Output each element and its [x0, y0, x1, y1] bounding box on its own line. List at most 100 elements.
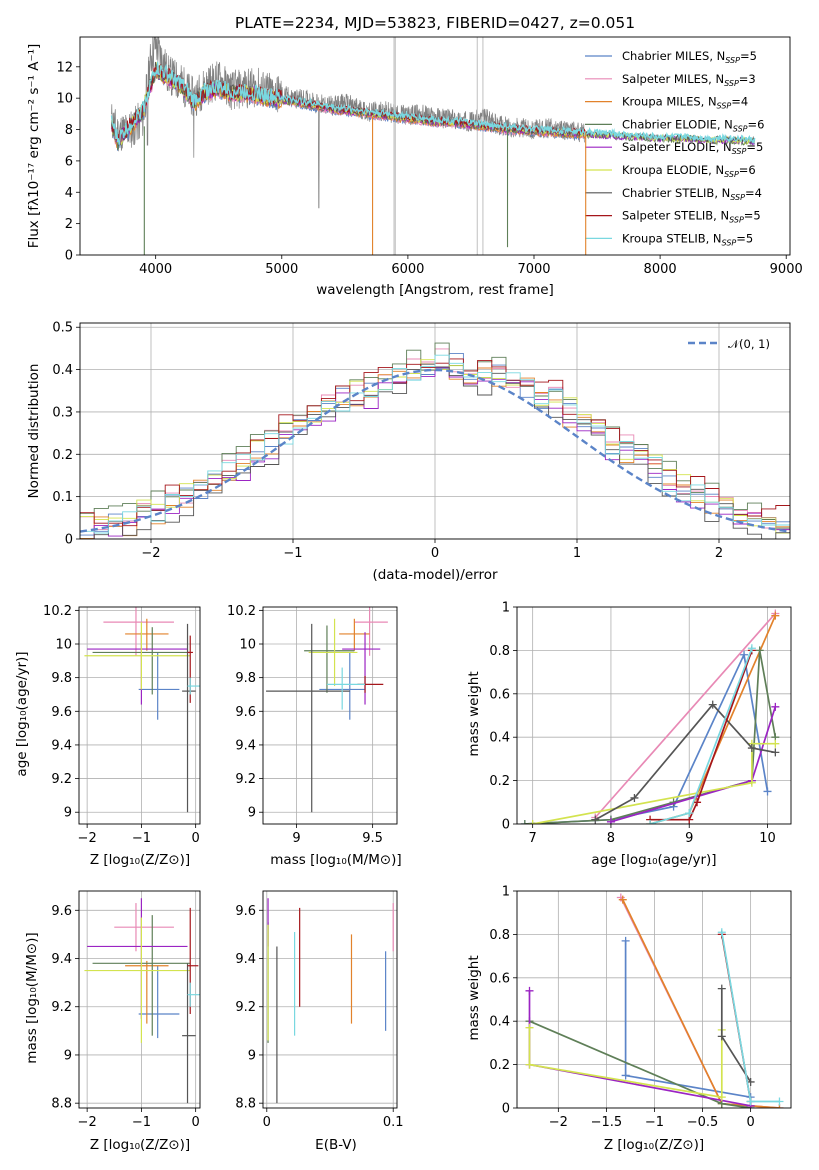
- mass-weight-marker: [747, 778, 756, 787]
- mass-weight-marker: [606, 817, 615, 824]
- mass-weight-marker: [693, 798, 702, 807]
- y-tick-label: 0.4: [52, 363, 73, 378]
- y-tick-label: 0.2: [52, 448, 73, 463]
- x-tick-label: −2: [78, 1115, 97, 1130]
- mass-weight-marker: [775, 1097, 784, 1106]
- weight-vs-age-x-label: age [log₁₀(age/yr)]: [591, 852, 716, 868]
- mass-weight-marker: [708, 700, 717, 709]
- weight-vs-z-ticks: −2 −1.5 −1 −0.5 0 0 0.2 0.4 0.6 0.8 1: [489, 885, 754, 1131]
- y-tick-label: 6: [65, 154, 73, 169]
- y-tick-label: 0.1: [52, 490, 73, 505]
- mass-weight-marker: [771, 611, 780, 620]
- legend-label: Kroupa ELODIE, NSSP=6: [622, 163, 756, 179]
- mass-weight-line: [594, 612, 776, 819]
- x-tick-label: 8: [607, 831, 615, 846]
- x-tick-label: 0: [192, 1115, 200, 1130]
- mass-weight-marker: [771, 748, 780, 757]
- legend-label: Chabrier MILES, NSSP=5: [622, 49, 757, 65]
- mass-weight-line: [650, 650, 753, 821]
- mass-weight-marker: [525, 986, 534, 995]
- mass-weight-marker: [528, 820, 537, 824]
- x-tick-label: −2: [549, 1115, 568, 1130]
- mass-vs-ebv-x-label: E(B-V): [315, 1137, 357, 1153]
- weight-vs-z-y-label: mass weight: [466, 955, 482, 1040]
- residual-histogram: [80, 354, 790, 534]
- x-tick-label: −0.5: [687, 1115, 719, 1130]
- y-tick-label: 2: [65, 217, 73, 232]
- mass-weight-marker: [591, 815, 600, 824]
- age-vs-z-ticks: −2 −1 0 9 9.2 9.4 9.6 9.8 10 10.2: [43, 604, 200, 846]
- y-tick-label: 0.3: [52, 405, 73, 420]
- weight-vs-z-axes-frame: [516, 890, 792, 1109]
- x-tick-label: −1: [283, 546, 302, 561]
- mass-weight-marker: [755, 646, 764, 655]
- y-tick-label: 9: [64, 1048, 72, 1063]
- mass-weight-line: [528, 1027, 723, 1099]
- x-tick-label: −2: [141, 546, 160, 561]
- mass-weight-line: [620, 897, 780, 1108]
- x-tick-label: 2: [715, 546, 723, 561]
- mass-weight-marker: [763, 787, 772, 796]
- mass-vs-z-axes-frame: [78, 890, 201, 1109]
- weight-vs-age-y-label: mass weight: [466, 671, 482, 756]
- y-tick-label: 0.8: [489, 644, 510, 659]
- y-tick-label: 9.6: [51, 705, 72, 720]
- weight-vs-age-ticks: 7 8 9 10 0 0.2 0.4 0.6 0.8 1: [489, 601, 775, 847]
- x-tick-label: 0: [192, 831, 200, 846]
- x-tick-label: 10: [759, 831, 776, 846]
- y-tick-label: 9: [64, 806, 72, 821]
- mass-weight-line: [622, 899, 780, 1108]
- y-tick-label: 0: [502, 818, 510, 833]
- y-tick-label: 8.8: [51, 1097, 72, 1112]
- mass-weight-line: [624, 940, 752, 1108]
- y-tick-label: 0.2: [489, 1058, 510, 1073]
- mass-vs-z-plot-area: [79, 891, 200, 1108]
- age-vs-mass-ticks: 9 9.5 9 9.2 9.4 9.6 9.8 10 10.2: [227, 604, 383, 846]
- y-tick-label: 9.2: [51, 772, 72, 787]
- weight-vs-z-panel: Z [log₁₀(Z/Z⊙)] mass weight −2 −1.5 −1 −0.5…: [466, 885, 792, 1153]
- spectrum-x-label: wavelength [Angstrom, rest frame]: [316, 282, 554, 298]
- y-tick-label: 0.4: [489, 1015, 510, 1030]
- y-tick-label: 9.8: [235, 671, 256, 686]
- x-tick-label: −1: [645, 1115, 664, 1130]
- y-tick-label: 10: [239, 638, 256, 653]
- y-tick-label: 9: [248, 1048, 256, 1063]
- mass-vs-z-x-label: Z [log₁₀(Z/Z⊙)]: [90, 1137, 190, 1153]
- residuals-x-label: (data-model)/error: [372, 567, 498, 583]
- y-tick-label: 0.2: [489, 774, 510, 789]
- mass-weight-marker: [520, 820, 529, 824]
- weight-vs-age-panel: age [log₁₀(age/yr)] mass weight 7 8 9 10 0 0.…: [466, 601, 792, 868]
- x-tick-label: 1: [573, 546, 581, 561]
- y-tick-label: 9.8: [51, 671, 72, 686]
- y-tick-label: 9.4: [51, 738, 72, 753]
- legend-label: Salpeter STELIB, NSSP=5: [622, 209, 761, 225]
- y-tick-label: 12: [56, 60, 73, 75]
- y-tick-label: 1: [502, 601, 510, 616]
- age-vs-mass-plot-area: [263, 607, 397, 824]
- x-tick-label: 6000: [391, 262, 424, 277]
- mass-weight-marker: [525, 1060, 534, 1069]
- spectrum-panel: PLATE=2234, MJD=53823, FIBERID=0427, z=0…: [26, 14, 803, 298]
- age-vs-z-x-label: Z [log₁₀(Z/Z⊙)]: [90, 852, 190, 868]
- mass-weight-line: [594, 703, 776, 821]
- y-tick-label: 0.5: [52, 321, 73, 336]
- legend-label: Salpeter ELODIE, NSSP=5: [622, 140, 763, 156]
- x-tick-label: 7: [529, 831, 537, 846]
- legend-label: Kroupa MILES, NSSP=4: [622, 95, 748, 111]
- mass-vs-z-ticks: −2 −1 0 8.8 9 9.2 9.4 9.6: [51, 904, 199, 1130]
- x-tick-label: −2: [78, 831, 97, 846]
- mass-vs-ebv-ticks: 0 0.1 8.8 9 9.2 9.4 9.6: [235, 904, 403, 1130]
- legend-label: Kroupa STELIB, NSSP=5: [622, 231, 753, 247]
- age-vs-mass-x-label: mass [log₁₀(M/M⊙)]: [270, 852, 401, 868]
- mass-weight-marker: [717, 928, 726, 937]
- age-vs-mass-panel: mass [log₁₀(M/M⊙)] 9 9.5 9 9.2 9.4 9.6 9.8 10 10…: [227, 604, 402, 868]
- mass-weight-marker: [717, 1093, 726, 1102]
- mass-weight-line: [532, 742, 776, 824]
- x-tick-label: 0: [263, 1115, 271, 1130]
- legend-label: Chabrier STELIB, NSSP=4: [622, 186, 762, 202]
- residuals-ticks: −2 −1 0 1 2 0 0.1 0.2 0.3 0.4 0.5: [52, 321, 723, 561]
- y-tick-label: 9.6: [235, 904, 256, 919]
- mass-vs-ebv-axes-frame: [262, 890, 398, 1109]
- mass-vs-ebv-panel: E(B-V) 0 0.1 8.8 9 9.2 9.4 9.6: [235, 890, 404, 1153]
- mass-weight-line: [649, 647, 753, 824]
